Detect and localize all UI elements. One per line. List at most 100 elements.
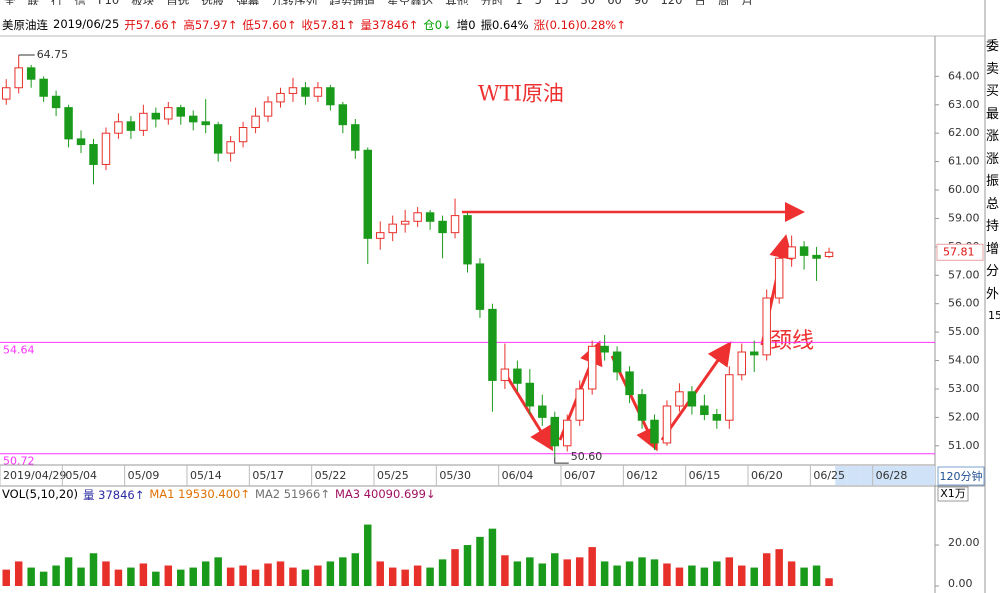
side-panel: 委卖买最涨涨振总持增分外 [986, 36, 1000, 306]
toolbar-item[interactable]: 全 [4, 0, 16, 5]
volume-bar [64, 557, 73, 586]
volume-bar [289, 567, 297, 586]
toolbar-item[interactable]: 1 [515, 0, 522, 5]
future-zone [922, 466, 935, 485]
volume-bar [526, 557, 534, 586]
y-tick-label: 61.00 [948, 155, 980, 168]
toolbar-item[interactable]: 星空鑫达 [387, 0, 433, 5]
candle-body [351, 124, 360, 151]
toolbar-item[interactable]: 5 [535, 0, 542, 5]
toolbar-item[interactable]: 分时 [480, 0, 503, 5]
volume-bar [239, 565, 247, 586]
y-tick-label: 59.00 [948, 211, 980, 224]
toolbar-item[interactable]: 自选 [166, 0, 189, 5]
candle-body [824, 251, 834, 258]
volume-unit: X1万 [940, 487, 966, 500]
candle-body [812, 254, 821, 259]
candle-body [151, 112, 161, 120]
x-tick-label: 05/17 [252, 469, 284, 482]
volume-bar [812, 565, 821, 586]
candle-body [749, 351, 759, 356]
candle-body [226, 141, 235, 154]
candle-body [276, 92, 285, 103]
volume-bar [476, 536, 484, 586]
volume-legend-item: 量 37846↑ [83, 488, 145, 502]
volume-bar [488, 528, 497, 586]
candle-body [513, 368, 522, 384]
volume-bar [688, 565, 696, 586]
volume-bar [625, 561, 634, 586]
quote-field: 开57.66↑ [124, 18, 179, 32]
low-marker [554, 457, 569, 464]
x-tick-label: 05/25 [377, 469, 409, 482]
candle-body [787, 246, 796, 259]
toolbar-item[interactable]: 15 [554, 0, 569, 5]
toolbar-item[interactable]: 30 [581, 0, 596, 5]
last-price-box [936, 243, 984, 261]
side-label: 买 [986, 84, 1000, 99]
y-tick-label: 62.00 [948, 126, 980, 139]
quote-field: 增0 [456, 18, 476, 32]
candle-body [762, 297, 771, 356]
toolbar-item[interactable]: F10 [98, 0, 119, 5]
quote-field: 收57.81↑ [301, 18, 356, 32]
candle-body [450, 215, 460, 234]
toolbar-item[interactable]: 板块 [131, 0, 154, 5]
volume-bar [663, 563, 671, 586]
volume-bar [675, 567, 684, 586]
toolbar-item[interactable]: 趋势通道 [329, 0, 375, 5]
side-label: 持 [986, 219, 1000, 234]
trend-arrows [462, 202, 805, 452]
toolbar-item[interactable]: 60 [607, 0, 622, 5]
candle-body [475, 263, 485, 310]
volume-bar [426, 567, 434, 586]
toolbar-item[interactable]: 九转序列 [271, 0, 317, 5]
toolbar-item[interactable]: 联 [28, 0, 40, 5]
candle-body [76, 138, 86, 146]
toolbar-item[interactable]: 月 [741, 0, 753, 5]
future-zone [860, 466, 873, 485]
toolbar-item[interactable]: 信 [75, 0, 87, 5]
quote-field: 涨(0.16)0.28%↑ [533, 18, 626, 32]
candle-body [139, 112, 148, 131]
toolbar-item[interactable]: 周 [718, 0, 730, 5]
level-label: 54.64 [3, 343, 35, 356]
y-tick-label: 56.00 [948, 297, 980, 310]
toolbar-item[interactable]: 120 [660, 0, 682, 5]
toolbar-item[interactable]: 选股 [201, 0, 224, 5]
volume-bar [89, 553, 98, 586]
volume-bar [114, 569, 123, 586]
candle-body [326, 87, 335, 106]
quote-field: 美原油连 [2, 18, 48, 32]
toolbar-item[interactable]: 90 [634, 0, 649, 5]
volume-bar [438, 559, 447, 586]
period[interactable]: 120分钟 [940, 469, 983, 483]
candle-body [400, 220, 410, 225]
candle-body [39, 78, 48, 97]
volume-bar [501, 555, 509, 586]
side-label: 涨 [986, 151, 1000, 167]
candle-body [488, 308, 497, 381]
period-box[interactable] [937, 466, 985, 486]
side-value: 15 [988, 309, 1000, 322]
toolbar-item[interactable]: 行 [51, 0, 63, 5]
volume-bar [139, 563, 148, 586]
side-label: 涨 [986, 129, 1000, 144]
toolbar-item[interactable]: 弹幕 [236, 0, 259, 5]
candle-body [675, 391, 684, 407]
y-tick-label: 55.00 [948, 325, 980, 338]
volume-legend: VOL(5,10,20) 量 37846↑ MA1 19530.400↑ MA2 51… [2, 487, 436, 503]
candle-body [463, 215, 472, 265]
volume-bar [351, 553, 360, 586]
side-label: 最 [986, 106, 1000, 122]
volume-bar [401, 569, 409, 586]
unit-box [937, 486, 969, 502]
toolbar-item[interactable]: 其他 [445, 0, 468, 5]
quote-field: 仓0↓ [423, 18, 452, 32]
x-tick-label: 05/30 [439, 469, 471, 482]
volume-bar [264, 563, 272, 586]
candle-body [51, 95, 61, 109]
toolbar-item[interactable]: 日 [694, 0, 706, 5]
y-tick-label: 53.00 [948, 382, 980, 395]
volume-bar [451, 549, 459, 586]
